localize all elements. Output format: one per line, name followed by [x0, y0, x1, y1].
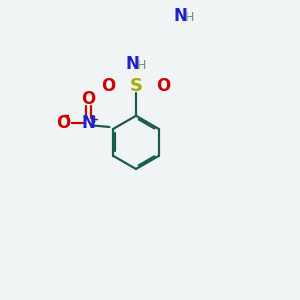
Text: N: N: [82, 115, 95, 133]
Text: N: N: [126, 55, 140, 73]
Text: H: H: [185, 11, 195, 24]
Text: O: O: [156, 77, 170, 95]
Text: +: +: [90, 115, 99, 125]
Text: N: N: [174, 7, 188, 25]
Text: S: S: [130, 77, 142, 95]
Text: O: O: [81, 90, 95, 108]
Text: O: O: [56, 115, 70, 133]
Text: -: -: [63, 107, 69, 125]
Text: O: O: [101, 77, 116, 95]
Text: H: H: [137, 59, 146, 72]
